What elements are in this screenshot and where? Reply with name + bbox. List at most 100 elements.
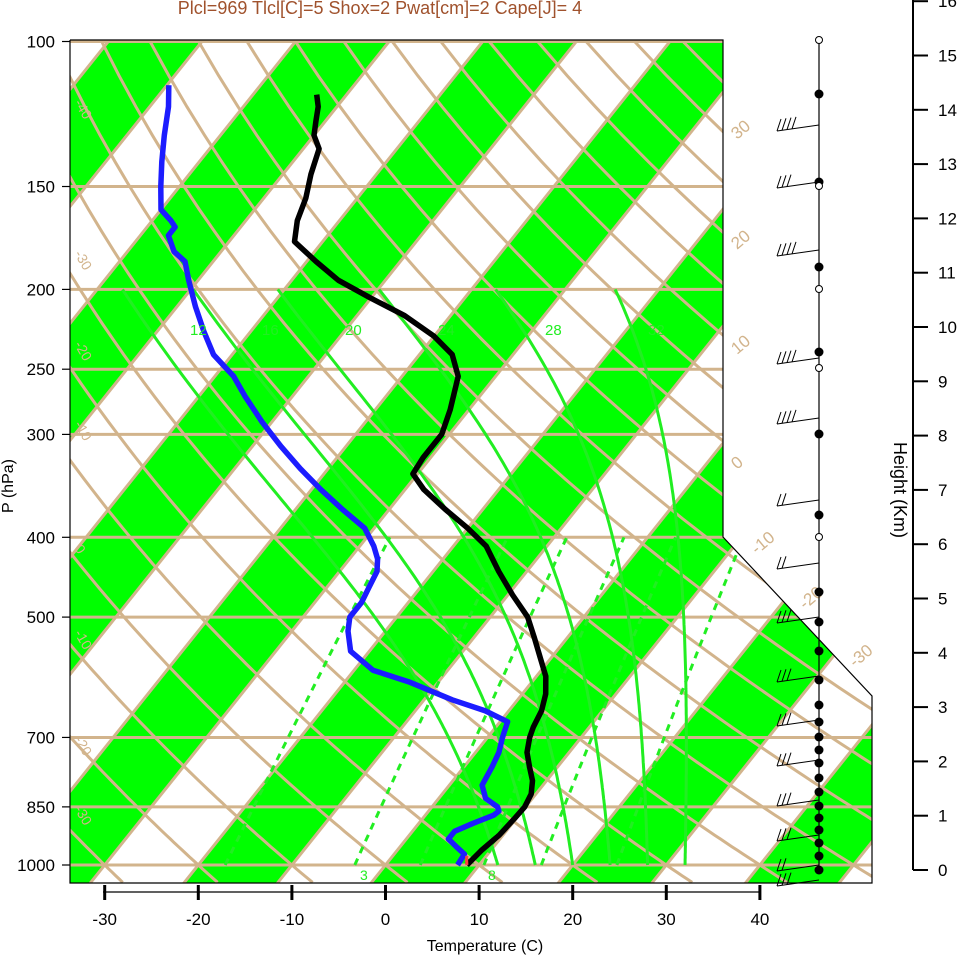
mixing-ratio-line	[539, 536, 677, 866]
x-tick-label: 40	[750, 910, 769, 929]
height-tick-label: 13	[938, 155, 957, 174]
y-tick-label: 200	[27, 280, 55, 299]
wind-level-dot	[814, 717, 824, 727]
wind-barb-flag	[776, 243, 782, 257]
wind-barb-flag	[786, 350, 792, 363]
mixing-ratio-label: 8	[488, 867, 496, 883]
wind-barb-flag	[776, 713, 782, 727]
wind-barb-flag	[781, 793, 787, 806]
moist-adiabat-label: 12	[190, 322, 207, 339]
wind-barb-flag	[781, 493, 787, 506]
wind-level-dot	[814, 510, 824, 520]
x-tick-label: 20	[563, 910, 582, 929]
dewpoint-profile	[158, 85, 511, 867]
wind-level-dot	[814, 825, 824, 835]
mixing-ratio-line	[353, 536, 509, 866]
wind-level-dot	[814, 801, 824, 811]
wind-barb-flag	[781, 713, 787, 726]
y-tick-label: 150	[27, 178, 55, 197]
wind-barb-shaft	[776, 834, 820, 842]
dry-adiabat-line	[70, 41, 504, 883]
wind-barb-flag	[786, 752, 792, 765]
temperature-band	[550, 40, 872, 883]
isotherm-line	[70, 40, 515, 883]
height-tick-label: 12	[938, 209, 957, 228]
sounding-profiles	[158, 85, 549, 867]
wind-barb-flag	[781, 175, 787, 188]
isotherm-line	[81, 40, 795, 883]
height-tick-label: 2	[938, 752, 947, 771]
dry-adiabat-label: 20	[727, 226, 754, 253]
temperature-profile	[291, 94, 549, 867]
dry-adiabat-line	[70, 41, 219, 883]
wind-barb-flag	[776, 873, 782, 887]
wind-barb-shaft	[776, 616, 820, 624]
wind-barb-flag	[786, 827, 792, 840]
wind-barb-flag	[781, 669, 787, 682]
dry-adiabat-line	[148, 40, 872, 883]
wind-barb-flag	[776, 610, 782, 624]
wind-level-dot	[814, 758, 824, 768]
isotherm-line	[70, 40, 234, 883]
height-tick-label: 3	[938, 698, 947, 717]
isotherm-line	[70, 40, 327, 883]
moist-adiabat-line	[494, 288, 650, 866]
wind-level-ring	[815, 182, 823, 190]
wind-barb-flag	[786, 792, 792, 805]
isotherm-label: -30	[71, 247, 95, 273]
wind-barb-flag	[791, 349, 797, 363]
isotherm-line	[736, 40, 872, 883]
x-tick-label: 30	[657, 910, 676, 929]
height-tick-label: 15	[938, 47, 957, 66]
dry-adiabat-line	[197, 40, 872, 883]
dry-adiabat-label: 0	[727, 452, 746, 473]
wind-level-dot	[814, 838, 824, 848]
wind-barb-shaft	[776, 879, 820, 887]
temperature-band	[70, 40, 607, 883]
mixing-ratio-line	[418, 536, 569, 866]
wind-level-dot	[814, 745, 824, 755]
wind-level-dot	[814, 89, 824, 99]
isotherm-line	[549, 40, 872, 883]
dry-adiabat-line	[294, 40, 872, 883]
moist-adiabat-label: 28	[545, 322, 562, 339]
wind-barb-flag	[776, 118, 782, 132]
height-tick-label: 14	[938, 101, 957, 120]
wind-barb-shaft	[776, 181, 820, 189]
height-tick-label: 7	[938, 481, 947, 500]
wind-barb-flag	[786, 117, 792, 130]
mixing-ratio-label: 3	[360, 867, 368, 883]
wind-barb-shaft	[776, 124, 820, 132]
dry-adiabat-label: 10	[727, 331, 754, 358]
wind-level-dot	[814, 700, 824, 710]
wind-barb-flag	[781, 873, 787, 886]
wind-barb-shaft	[776, 562, 820, 570]
height-tick-label: 6	[938, 535, 947, 554]
x-axis-label: Temperature (C)	[427, 938, 543, 955]
height-tick-label: 9	[938, 372, 947, 391]
x-tick-label: 0	[381, 910, 390, 929]
moist-adiabat-line	[276, 288, 575, 866]
wind-barb-flag	[776, 669, 782, 683]
moist-adiabat-label: 24	[438, 322, 455, 339]
wind-barb-flag	[786, 872, 792, 885]
y-tick-label: 250	[27, 360, 55, 379]
wind-level-dot	[814, 646, 824, 656]
wind-level-dot	[814, 813, 824, 823]
wind-barb-shaft	[776, 799, 820, 807]
wind-barb-flag	[781, 243, 787, 256]
wind-barb-shaft	[776, 499, 820, 507]
height-tick-label: 10	[938, 318, 957, 337]
wind-level-ring	[815, 533, 823, 541]
wind-level-ring	[815, 364, 823, 372]
moist-adiabat-label: 20	[345, 322, 362, 339]
wind-level-dot	[814, 851, 824, 861]
wind-barb-flag	[786, 242, 792, 255]
temperature-axis: -30 -20 -10 0 10 20 30 40	[92, 885, 769, 929]
y-tick-label: 400	[27, 528, 55, 547]
wind-barb-flag	[786, 712, 792, 725]
dry-adiabat-line	[342, 40, 872, 883]
dry-adiabat-line	[70, 41, 409, 883]
dry-adiabat-line	[100, 40, 872, 883]
